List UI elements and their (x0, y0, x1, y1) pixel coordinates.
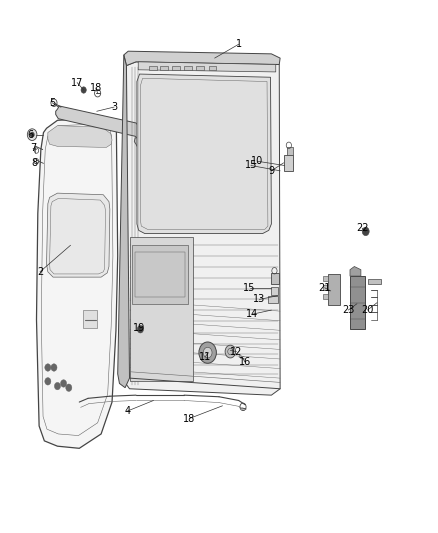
Text: 5: 5 (49, 98, 55, 108)
Polygon shape (56, 106, 141, 138)
Circle shape (27, 129, 37, 141)
Text: 15: 15 (245, 160, 257, 171)
Text: 20: 20 (361, 305, 374, 315)
Polygon shape (268, 296, 278, 303)
Text: 19: 19 (134, 323, 146, 333)
Polygon shape (149, 66, 157, 70)
Text: 8: 8 (32, 158, 38, 168)
Text: 9: 9 (268, 166, 275, 176)
Text: 22: 22 (356, 223, 368, 233)
Polygon shape (368, 279, 381, 284)
Text: 21: 21 (318, 283, 331, 293)
Polygon shape (196, 66, 204, 70)
Circle shape (30, 132, 34, 138)
Text: 17: 17 (71, 78, 83, 87)
Circle shape (45, 364, 51, 371)
Polygon shape (138, 62, 276, 72)
Text: 7: 7 (30, 143, 36, 154)
Polygon shape (118, 55, 130, 387)
Text: 16: 16 (239, 357, 251, 367)
Polygon shape (328, 274, 340, 305)
Circle shape (138, 326, 144, 333)
Text: 2: 2 (37, 267, 43, 277)
Text: 3: 3 (111, 102, 117, 112)
Circle shape (54, 382, 60, 390)
Circle shape (66, 384, 72, 391)
Text: 18: 18 (90, 83, 102, 93)
Polygon shape (46, 193, 110, 277)
Polygon shape (160, 66, 168, 70)
Polygon shape (124, 51, 280, 66)
Polygon shape (83, 310, 97, 328)
Text: 23: 23 (342, 305, 354, 315)
Polygon shape (323, 294, 328, 300)
Text: 18: 18 (183, 414, 195, 424)
Circle shape (45, 377, 51, 385)
Polygon shape (284, 155, 293, 171)
Polygon shape (48, 126, 112, 148)
Text: 6: 6 (27, 130, 33, 140)
Text: 11: 11 (199, 352, 211, 362)
Polygon shape (36, 118, 118, 448)
Polygon shape (172, 66, 180, 70)
Circle shape (81, 87, 86, 93)
Polygon shape (184, 66, 192, 70)
Text: 4: 4 (124, 406, 131, 416)
Polygon shape (287, 147, 293, 155)
Polygon shape (208, 66, 216, 70)
Text: 1: 1 (236, 39, 242, 49)
Polygon shape (127, 62, 280, 395)
Polygon shape (323, 285, 328, 290)
Text: 15: 15 (244, 283, 256, 293)
Text: 10: 10 (251, 156, 264, 166)
Text: 12: 12 (230, 346, 243, 357)
Polygon shape (350, 276, 365, 329)
Circle shape (225, 345, 236, 358)
Polygon shape (137, 74, 272, 233)
Polygon shape (272, 287, 279, 295)
Circle shape (51, 364, 57, 371)
Circle shape (199, 342, 216, 364)
Polygon shape (130, 237, 193, 381)
Polygon shape (323, 276, 328, 281)
Text: 14: 14 (246, 309, 258, 319)
Circle shape (60, 379, 67, 387)
Polygon shape (272, 273, 279, 284)
Circle shape (203, 348, 212, 358)
Polygon shape (132, 245, 188, 304)
Polygon shape (134, 138, 146, 156)
Text: 13: 13 (253, 294, 265, 304)
Polygon shape (350, 266, 361, 276)
Circle shape (362, 227, 369, 236)
